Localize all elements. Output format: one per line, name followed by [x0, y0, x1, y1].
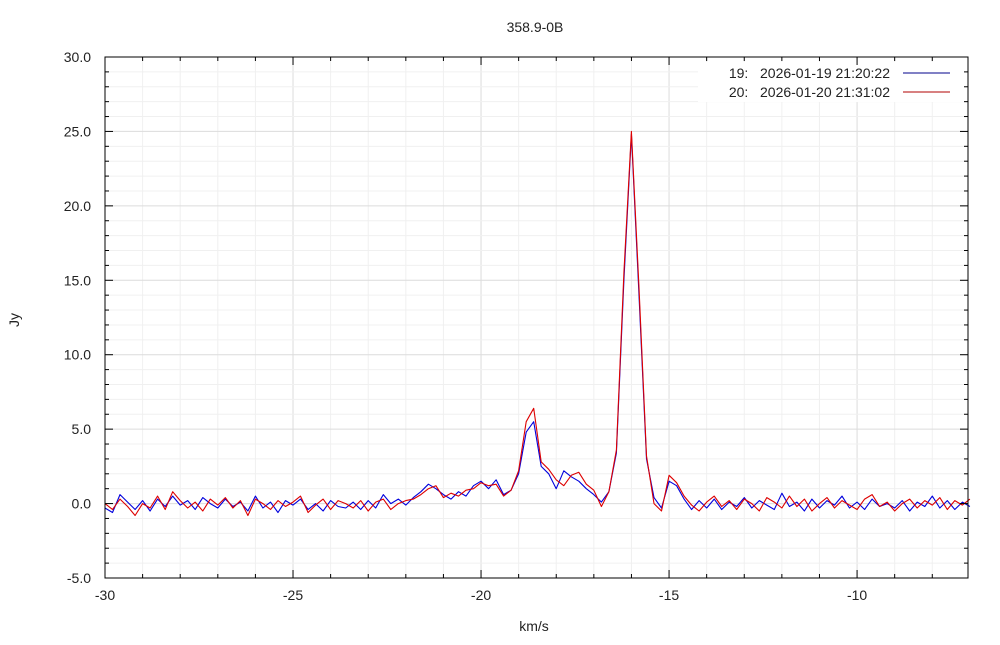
x-tick-label: -20 — [471, 587, 491, 603]
y-tick-label: 5.0 — [72, 421, 92, 437]
x-tick-label: -30 — [95, 587, 115, 603]
axes: -30 -25 -20 -15 -10 -5.0 0.0 5.0 10.0 15.0 20.0 25.… — [64, 49, 969, 603]
y-tick-label: 0.0 — [72, 496, 92, 512]
series-line-1 — [104, 133, 971, 514]
legend-label: 19: 2026-01-19 21:20:22 — [729, 65, 890, 81]
legend: 19: 2026-01-19 21:20:22 20: 2026-01-20 21… — [698, 62, 964, 102]
x-tick-label: -15 — [659, 587, 679, 603]
legend-label: 20: 2026-01-20 21:31:02 — [729, 84, 890, 100]
legend-background — [698, 62, 964, 102]
y-tick-label: -5.0 — [67, 570, 91, 586]
chart-title: 358.9-0B — [507, 19, 564, 35]
x-axis-label: km/s — [519, 618, 549, 634]
y-tick-label: 30.0 — [64, 49, 91, 65]
x-tick-label: -25 — [283, 587, 303, 603]
plot-frame — [104, 56, 969, 579]
y-tick-label: 10.0 — [64, 347, 91, 363]
series-line-2 — [104, 130, 971, 517]
y-tick-label: 25.0 — [64, 123, 91, 139]
x-tick-label: -10 — [847, 587, 867, 603]
y-axis-label: Jy — [6, 313, 22, 327]
y-tick-label: 20.0 — [64, 198, 91, 214]
series-group — [104, 130, 971, 517]
y-tick-label: 15.0 — [64, 272, 91, 288]
grid — [104, 56, 968, 579]
